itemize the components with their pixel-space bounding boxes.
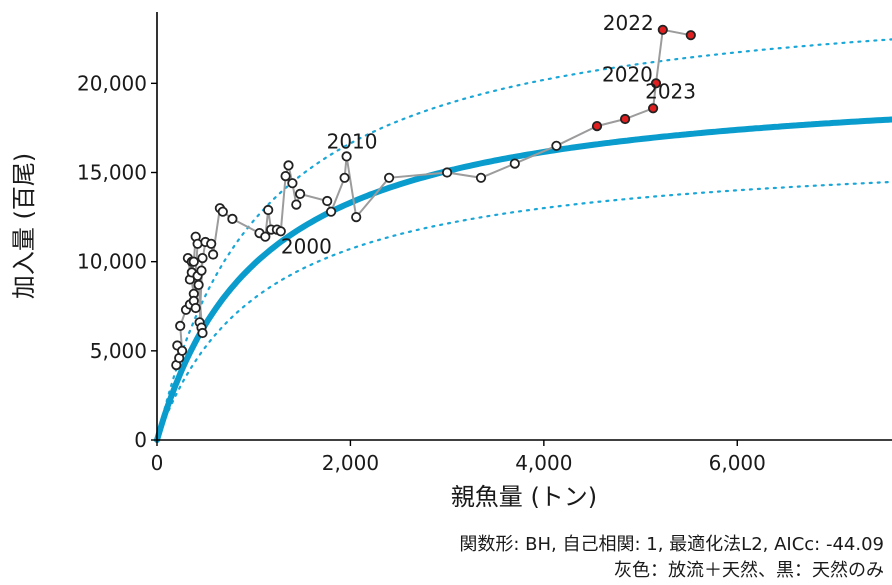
recent-year-point: [685, 30, 696, 41]
data-point: [197, 253, 208, 264]
year-label: 2020: [602, 62, 653, 86]
data-point: [206, 238, 217, 249]
y-tick-label: 15,000: [77, 161, 147, 185]
data-point: [208, 249, 219, 260]
year-label: 2000: [281, 235, 332, 259]
x-tick-label: 6,000: [709, 451, 766, 475]
data-point: [193, 279, 204, 290]
data-point: [475, 172, 487, 183]
data-point: [196, 265, 207, 276]
legend-caption: 灰色：放流＋天然、黒：天然のみ: [614, 560, 884, 581]
data-point: [291, 199, 302, 210]
annotation-layer: 2000 2010 2020 2022 2023: [281, 11, 696, 259]
data-point: [341, 151, 352, 162]
x-tick-label: 2,000: [322, 451, 379, 475]
data-point: [227, 213, 238, 224]
year-label: 2010: [327, 129, 378, 153]
x-tick-label: 4,000: [515, 451, 572, 475]
upper-interval-line: [155, 38, 892, 442]
data-point: [188, 256, 199, 267]
recent-year-point: [647, 103, 659, 114]
data-point: [197, 327, 208, 339]
data-point: [263, 204, 274, 216]
data-point: [441, 167, 453, 178]
recent-year-point: [619, 113, 631, 125]
year-label: 2022: [603, 11, 654, 35]
recent-year-point: [650, 78, 662, 89]
model-caption: 関数形: BH, 自己相関: 1, 最適化法L2, AICc: -44.09: [459, 534, 884, 555]
data-point: [383, 172, 395, 183]
data-point: [509, 158, 520, 169]
y-tick-label: 0: [134, 428, 147, 452]
data-point: [325, 206, 337, 217]
data-point: [217, 206, 228, 217]
data-point: [351, 212, 362, 223]
year-label: 2023: [645, 79, 696, 103]
axes-layer: 0 2,000 4,000 6,000 0 5,000 10,000 15,000 20,000: [77, 12, 892, 475]
data-point: [275, 226, 286, 237]
recent-year-point: [657, 24, 668, 35]
interval-layer: [155, 38, 892, 442]
x-tick-label: 0: [151, 451, 164, 475]
data-point: [551, 140, 562, 151]
recent-year-point: [591, 121, 603, 132]
data-point: [283, 160, 294, 171]
data-point: [175, 320, 186, 331]
data-point: [287, 178, 298, 189]
y-axis-title: 加入量 (百尾): [10, 153, 38, 299]
x-axis-title: 親魚量 (トン): [451, 483, 597, 511]
fit-layer: [154, 116, 892, 443]
data-point: [322, 195, 333, 207]
data-point: [190, 302, 201, 314]
y-tick-label: 20,000: [77, 71, 147, 95]
y-tick-label: 10,000: [77, 250, 147, 274]
data-point: [280, 171, 291, 182]
data-point: [294, 188, 306, 199]
fit-curve: [154, 116, 892, 443]
y-tick-label: 5,000: [90, 339, 147, 363]
data-point: [177, 345, 188, 356]
data-point: [339, 172, 350, 183]
data-point: [260, 231, 271, 242]
points-layer: [171, 24, 696, 371]
